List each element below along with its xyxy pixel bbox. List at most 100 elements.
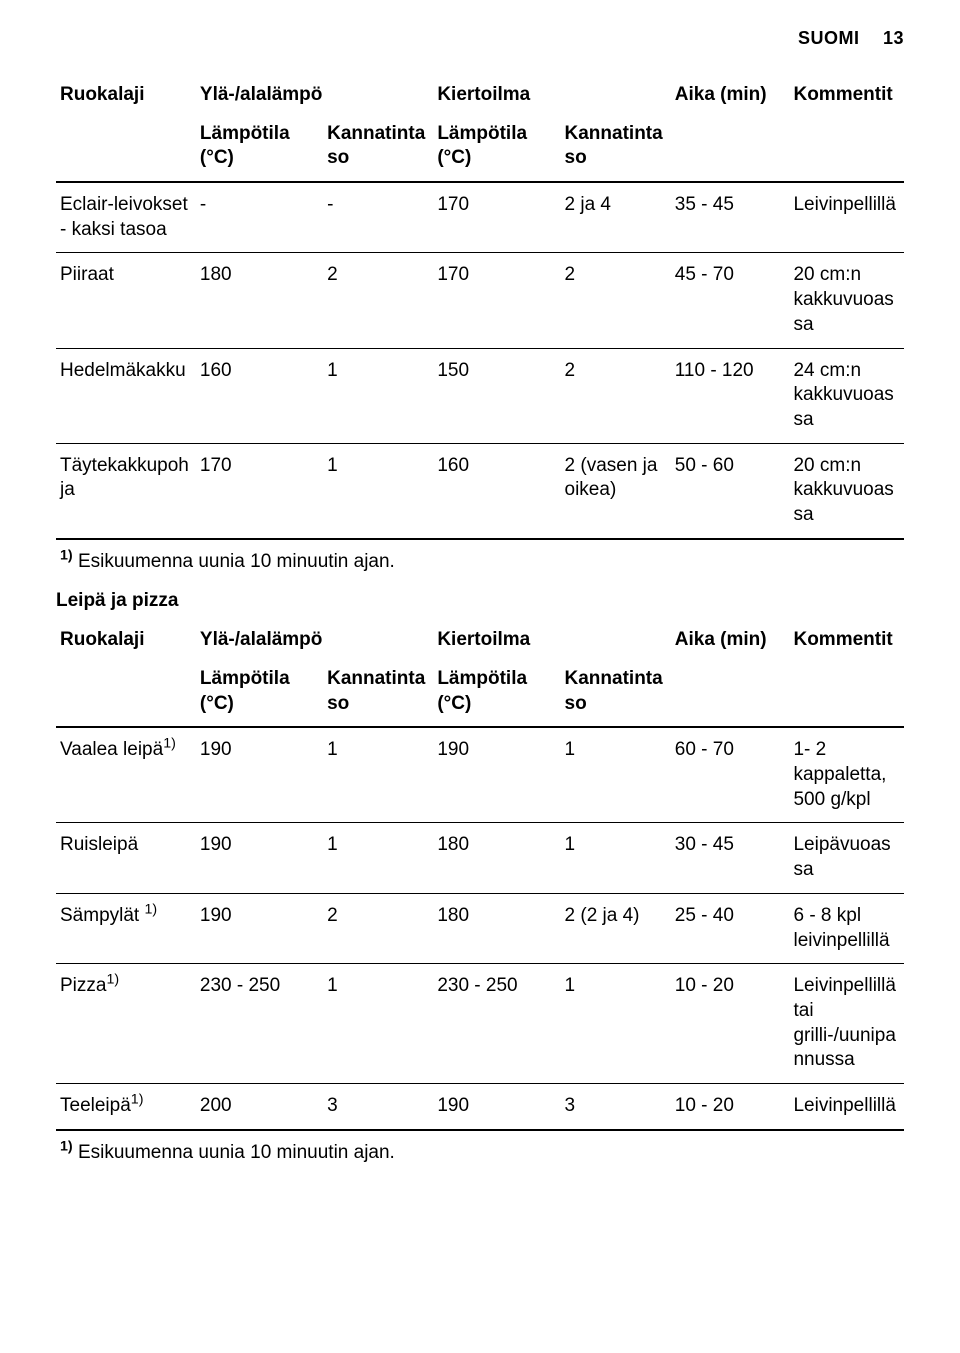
cell-food-text: Sämpylät: [60, 905, 144, 926]
table-row: Teeleipä1) 200 3 190 3 10 - 20 Leivinpel…: [56, 1083, 904, 1129]
cell-food: Eclair-leivokset - kaksi tasoa: [56, 182, 196, 253]
cell-l1: 1: [323, 727, 433, 823]
cell-food-marker: 1): [163, 736, 176, 752]
col-time: Aika (min): [671, 618, 790, 727]
cell-food-marker: 1): [131, 1092, 144, 1108]
col-group-circulating: Kiertoilma: [433, 618, 670, 663]
cell-l2: 3: [561, 1083, 671, 1129]
cell-food: Sämpylät 1): [56, 893, 196, 963]
footnote-text: Esikuumenna uunia 10 minuutin ajan.: [78, 1142, 395, 1163]
col-temp2: Lämpötila (°C): [433, 663, 560, 727]
col-comment: Kommentit: [789, 73, 904, 182]
footnote-marker: 1): [60, 1138, 73, 1154]
col-group-topbottom: Ylä-/alalämpö: [196, 618, 433, 663]
cell-food: Täytekakkupohja: [56, 443, 196, 539]
cell-t2: 180: [433, 893, 560, 963]
table-row: Piiraat 180 2 170 2 45 - 70 20 cm:n kakk…: [56, 253, 904, 348]
cell-t2: 230 - 250: [433, 964, 560, 1084]
cell-l2: 2: [561, 348, 671, 443]
cell-l2: 1: [561, 727, 671, 823]
cell-food-marker: 1): [106, 972, 119, 988]
cell-t1: 200: [196, 1083, 323, 1129]
cell-comment: 20 cm:n kakkuvuoassa: [789, 253, 904, 348]
table-header-row: Ruokalaji Ylä-/alalämpö Kiertoilma Aika …: [56, 73, 904, 118]
cell-l2: 2 ja 4: [561, 182, 671, 253]
col-time: Aika (min): [671, 73, 790, 182]
cell-l1: 1: [323, 964, 433, 1084]
footnote-marker: 1): [60, 547, 73, 563]
cell-comment: 20 cm:n kakkuvuoassa: [789, 443, 904, 539]
table-row: Eclair-leivokset - kaksi tasoa - - 170 2…: [56, 182, 904, 253]
section-title: Leipä ja pizza: [56, 584, 904, 618]
col-food: Ruokalaji: [56, 618, 196, 727]
cell-time: 10 - 20: [671, 964, 790, 1084]
cell-t2: 160: [433, 443, 560, 539]
cell-food: Pizza1): [56, 964, 196, 1084]
cell-t1: 190: [196, 727, 323, 823]
cell-comment: 6 - 8 kpl leivinpellillä: [789, 893, 904, 963]
cell-l2: 1: [561, 823, 671, 893]
cell-t1: 230 - 250: [196, 964, 323, 1084]
cell-comment: Leipävuoassa: [789, 823, 904, 893]
col-food: Ruokalaji: [56, 73, 196, 182]
footnote-text: Esikuumenna uunia 10 minuutin ajan.: [78, 551, 395, 572]
cell-comment: Leivinpellillä: [789, 1083, 904, 1129]
cell-l1: 1: [323, 443, 433, 539]
cell-time: 50 - 60: [671, 443, 790, 539]
header-lang: SUOMI: [798, 28, 860, 48]
cell-t2: 190: [433, 1083, 560, 1129]
page: SUOMI 13 Ruokalaji Ylä-/alalämpö Kiertoi…: [0, 0, 960, 1353]
cell-l2: 1: [561, 964, 671, 1084]
cell-t1: 190: [196, 893, 323, 963]
col-temp1: Lämpötila (°C): [196, 118, 323, 182]
cell-t1: 170: [196, 443, 323, 539]
table-row: Vaalea leipä1) 190 1 190 1 60 - 70 1- 2 …: [56, 727, 904, 823]
cell-food: Ruisleipä: [56, 823, 196, 893]
cell-l2: 2 (vasen ja oikea): [561, 443, 671, 539]
cell-l2: 2: [561, 253, 671, 348]
table-row: Täytekakkupohja 170 1 160 2 (vasen ja oi…: [56, 443, 904, 539]
cell-time: 60 - 70: [671, 727, 790, 823]
cell-food: Teeleipä1): [56, 1083, 196, 1129]
col-level1: Kannatintaso: [323, 118, 433, 182]
cell-comment: 24 cm:n kakkuvuoassa: [789, 348, 904, 443]
cell-l1: 2: [323, 893, 433, 963]
cell-t2: 180: [433, 823, 560, 893]
col-level2: Kannatintaso: [561, 663, 671, 727]
cell-food: Piiraat: [56, 253, 196, 348]
table-row: Pizza1) 230 - 250 1 230 - 250 1 10 - 20 …: [56, 964, 904, 1084]
cell-food-marker: 1): [144, 901, 157, 917]
page-header: SUOMI 13: [56, 28, 904, 49]
cell-food: Hedelmäkakku: [56, 348, 196, 443]
table-footnote: 1) Esikuumenna uunia 10 minuutin ajan.: [56, 539, 904, 585]
col-temp1: Lämpötila (°C): [196, 663, 323, 727]
col-level2: Kannatintaso: [561, 118, 671, 182]
cell-l1: 2: [323, 253, 433, 348]
cell-food-text: Pizza: [60, 975, 106, 996]
cell-t2: 170: [433, 182, 560, 253]
cell-l1: 3: [323, 1083, 433, 1129]
cell-t1: 160: [196, 348, 323, 443]
cell-t2: 150: [433, 348, 560, 443]
col-level1: Kannatintaso: [323, 663, 433, 727]
cell-food: Vaalea leipä1): [56, 727, 196, 823]
cell-l1: 1: [323, 348, 433, 443]
cell-t1: -: [196, 182, 323, 253]
col-group-circulating: Kiertoilma: [433, 73, 670, 118]
cooking-table-2: Ruokalaji Ylä-/alalämpö Kiertoilma Aika …: [56, 618, 904, 1175]
col-comment: Kommentit: [789, 618, 904, 727]
table-footnote: 1) Esikuumenna uunia 10 minuutin ajan.: [56, 1130, 904, 1176]
cell-time: 10 - 20: [671, 1083, 790, 1129]
cell-time: 45 - 70: [671, 253, 790, 348]
col-group-topbottom: Ylä-/alalämpö: [196, 73, 433, 118]
cell-l1: 1: [323, 823, 433, 893]
cell-t2: 170: [433, 253, 560, 348]
table-row: Hedelmäkakku 160 1 150 2 110 - 120 24 cm…: [56, 348, 904, 443]
table-row: Sämpylät 1) 190 2 180 2 (2 ja 4) 25 - 40…: [56, 893, 904, 963]
cell-food-text: Teeleipä: [60, 1095, 131, 1116]
table-header-row: Ruokalaji Ylä-/alalämpö Kiertoilma Aika …: [56, 618, 904, 663]
col-temp2: Lämpötila (°C): [433, 118, 560, 182]
cooking-table-1: Ruokalaji Ylä-/alalämpö Kiertoilma Aika …: [56, 73, 904, 584]
cell-l1: -: [323, 182, 433, 253]
cell-comment: Leivinpellillä tai grilli-/uunipannussa: [789, 964, 904, 1084]
